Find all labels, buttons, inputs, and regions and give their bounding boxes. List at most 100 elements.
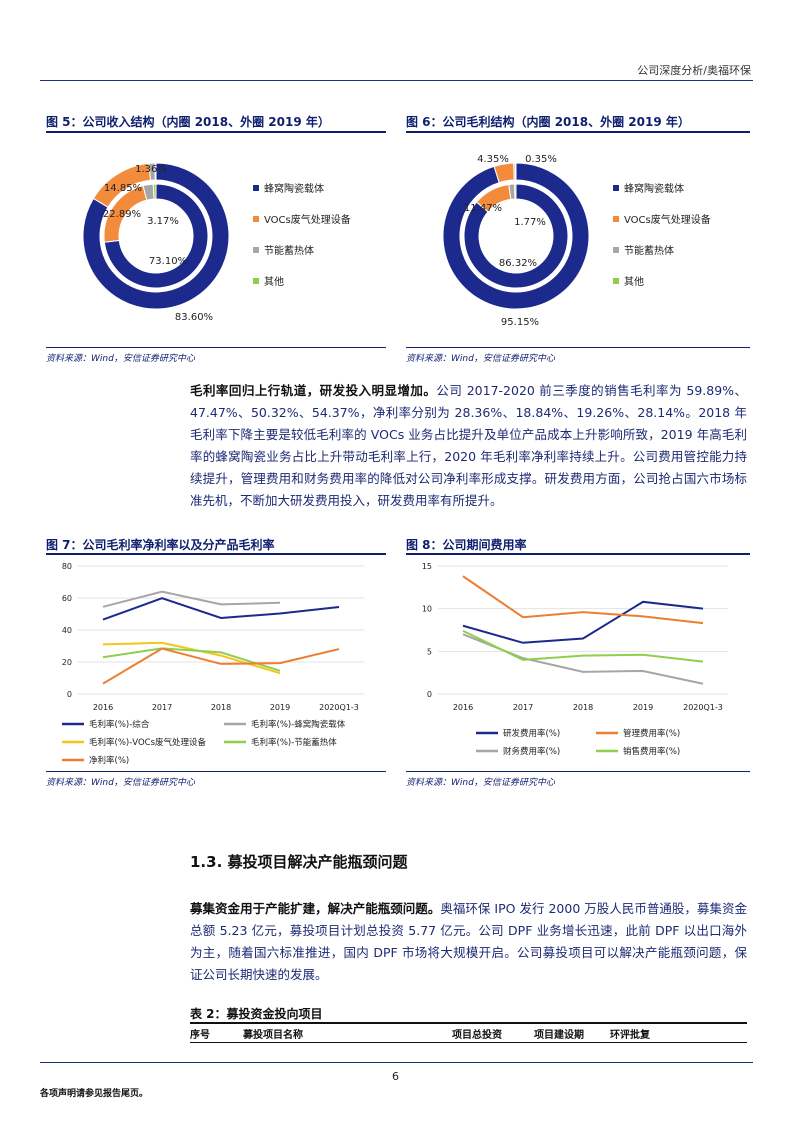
label-inner-small: 1.77% [514,217,546,228]
label-inner-voc: 11.47% [464,203,502,214]
paragraph-margin-body: 公司 2017-2020 前三季度的销售毛利率为 59.89%、47.47%、5… [190,383,747,508]
series-line-0 [462,600,704,644]
x-tick-label: 2018 [211,703,231,712]
fig7-title: 图 7：公司毛利率净利率以及分产品毛利率 [46,538,275,552]
fig6-title-rule [406,131,750,133]
paragraph-ipo-funds: 募集资金用于产能扩建，解决产能瓶颈问题。奥福环保 IPO 发行 2000 万股人… [190,898,747,986]
report-header-title: 公司深度分析/奥福环保 [637,64,751,77]
y-tick-label: 10 [422,605,432,614]
y-tick-label: 60 [62,594,72,603]
y-tick-label: 80 [62,562,72,571]
y-tick-label: 20 [62,658,72,667]
fig5-title: 图 5：公司收入结构（内圈 2018、外圈 2019 年） [46,115,330,129]
y-tick-label: 15 [422,562,432,571]
table2-header-approval: 环评批复 [610,1030,650,1041]
legend-label-0: 毛利率(%)-综合 [89,719,150,730]
legend-swatch-1 [253,216,259,222]
label-outer-other: 0.35% [525,154,557,165]
page-number: 6 [392,1070,399,1083]
legend-label-2: 毛利率(%)-VOCs废气处理设备 [89,737,206,748]
fig8-source: 资料来源：Wind，安信证券研究中心 [406,778,555,788]
fig6-donut-chart: 4.35% 0.35% 11.47% 1.77% 86.32% 95.15% 蜂窝陶瓷载体 V… [442,154,711,328]
legend-label-2: 节能蓄热体 [264,244,314,257]
table2-top-rule [190,1022,747,1024]
legend-swatch-3 [253,278,259,284]
table2-header-period: 项目建设期 [534,1030,584,1041]
fig7-bottom-rule [46,771,386,772]
x-tick-label: 2019 [633,703,653,712]
fig5-bottom-rule [46,347,386,348]
y-tick-label: 5 [427,647,432,656]
fig8-title-rule [406,553,750,555]
series-line-1 [102,590,281,608]
x-tick-label: 2019 [270,703,290,712]
fig8-line-chart: 0 5 10 15 2016 2017 2018 2019 2020Q1-3 研发费用率(%) 管理… [422,562,728,757]
series-line-3 [102,647,281,672]
series-line-0 [102,597,340,621]
table2-title: 表 2：募投资金投向项目 [190,1007,323,1021]
series-line-4 [102,647,340,685]
paragraph-margin-analysis: 毛利率回归上行轨道，研发投入明显增加。公司 2017-2020 前三季度的销售毛… [190,380,747,512]
fig6-source: 资料来源：Wind，安信证券研究中心 [406,354,555,364]
legend-label-3: 其他 [624,275,644,288]
label-outer-main: 95.15% [501,317,539,328]
label-outer-voc: 14.85% [104,183,142,194]
paragraph-ipo-body: 奥福环保 IPO 发行 2000 万股人民币普通股，募集资金总额 5.23 亿元… [190,901,747,982]
legend-swatch-0 [253,185,259,191]
fig6-title: 图 6：公司毛利结构（内圈 2018、外圈 2019 年） [406,115,690,129]
legend-label-1: 毛利率(%)-蜂窝陶瓷载体 [251,719,346,730]
legend-label-3: 其他 [264,275,284,288]
fig7-source: 资料来源：Wind，安信证券研究中心 [46,778,195,788]
outer-ring-slice-0 [82,162,230,310]
label-outer-voc: 4.35% [477,154,509,165]
inner-ring-slice-0 [103,183,209,289]
y-tick-label: 40 [62,626,72,635]
x-tick-label: 2018 [573,703,593,712]
fig7-line-chart: 0 20 40 60 80 2016 2017 2018 2019 2020Q1-3 毛利率(%)-… [62,562,364,766]
fig6-bottom-rule [406,347,750,348]
fig8-bottom-rule [406,771,750,772]
paragraph-ipo-lead: 募集资金用于产能扩建，解决产能瓶颈问题。 [190,901,441,916]
series-line-2 [462,633,704,685]
legend-swatch-1 [613,216,619,222]
legend-label-4: 净利率(%) [89,755,129,766]
paragraph-margin-lead: 毛利率回归上行轨道，研发投入明显增加。 [190,383,437,398]
legend-label-3: 销售费用率(%) [623,746,680,757]
legend-label-2: 节能蓄热体 [624,244,674,257]
fig8-title: 图 8：公司期间费用率 [406,538,527,552]
label-outer-other: 1.36% [135,164,167,175]
fig5-title-rule [46,131,386,133]
legend-label-0: 蜂窝陶瓷载体 [264,182,324,195]
series-line-3 [462,629,704,663]
table2-header-rule [190,1042,747,1043]
label-inner-voc: 22.89% [103,209,141,220]
table2-header-investment: 项目总投资 [452,1030,502,1041]
legend-label-0: 研发费用率(%) [503,728,560,739]
legend-label-1: VOCs废气处理设备 [264,213,351,226]
header-rule [40,80,753,81]
section-heading: 1.3. 募投项目解决产能瓶颈问题 [190,851,408,872]
x-tick-label: 2017 [152,703,172,712]
label-inner-main: 86.32% [499,258,537,269]
y-tick-label: 0 [67,690,72,699]
label-outer-main: 83.60% [175,312,213,323]
outer-ring-slice-3 [514,162,517,181]
series-line-1 [462,575,704,625]
inner-ring-slice-0 [463,183,569,289]
inner-ring-slice-3 [152,183,157,200]
x-tick-label: 2017 [513,703,533,712]
outer-ring-slice-3 [154,162,157,181]
section-number: 1.3. [190,853,223,871]
section-title: 募投项目解决产能瓶颈问题 [227,853,408,871]
x-tick-label: 2020Q1-3 [683,703,723,712]
fig7-title-rule [46,553,386,555]
fig5-donut-chart: 1.36% 14.85% 22.89% 3.17% 73.10% 83.60% 蜂窝陶瓷载体… [82,162,351,323]
legend-swatch-3 [613,278,619,284]
y-tick-label: 0 [427,690,432,699]
x-tick-label: 2016 [453,703,473,712]
legend-label-3: 毛利率(%)-节能蓄热体 [251,737,337,748]
x-tick-label: 2020Q1-3 [319,703,359,712]
label-inner-small: 3.17% [147,216,179,227]
footer-disclaimer: 各项声明请参见报告尾页。 [40,1089,149,1099]
legend-label-2: 财务费用率(%) [503,746,560,757]
